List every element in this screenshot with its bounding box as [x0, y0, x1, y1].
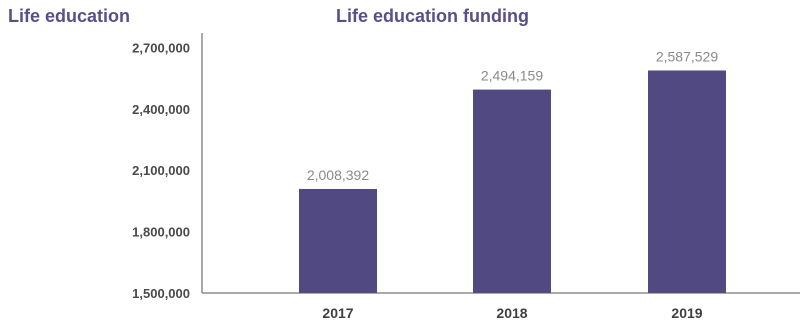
x-axis-ticks: 2017 2018 2019 — [322, 305, 702, 321]
y-tick-label: 2,100,000 — [132, 163, 190, 178]
x-tick-label: 2019 — [671, 305, 702, 321]
y-tick-label: 2,400,000 — [132, 102, 190, 117]
section-title: Life education — [8, 6, 131, 26]
x-tick-label: 2018 — [496, 305, 527, 321]
bar — [473, 89, 551, 293]
bar — [648, 70, 726, 293]
y-tick-label: 1,500,000 — [132, 286, 190, 301]
x-tick-label: 2017 — [322, 305, 353, 321]
bar-value-label: 2,587,529 — [656, 48, 718, 64]
y-tick-label: 1,800,000 — [132, 225, 190, 240]
bar — [299, 188, 377, 293]
bar-value-label: 2,008,392 — [307, 167, 369, 183]
y-tick-label: 2,700,000 — [132, 40, 190, 55]
y-axis-ticks: 1,500,000 1,800,000 2,100,000 2,400,000 2,70… — [132, 40, 190, 301]
bars — [299, 70, 726, 293]
chart-title: Life education funding — [336, 6, 529, 26]
bar-value-label: 2,494,159 — [481, 68, 543, 84]
data-labels: 2,008,392 2,494,159 2,587,529 — [307, 48, 718, 183]
axes — [201, 33, 800, 294]
